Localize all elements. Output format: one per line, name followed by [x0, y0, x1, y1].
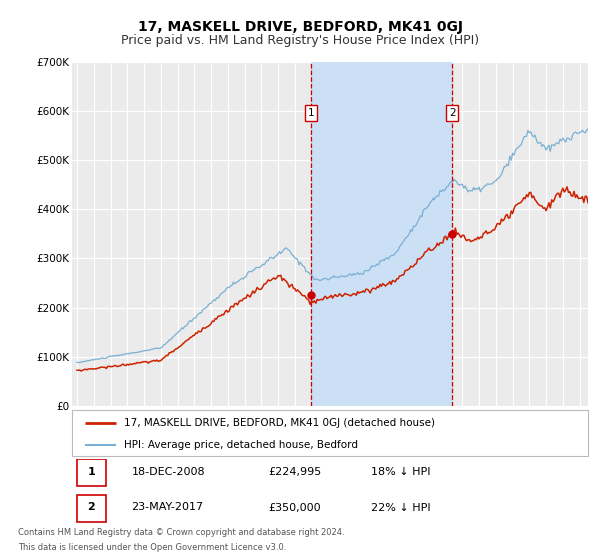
- Text: 2: 2: [449, 108, 455, 118]
- Text: £350,000: £350,000: [268, 502, 321, 512]
- Text: 23-MAY-2017: 23-MAY-2017: [131, 502, 203, 512]
- Text: £224,995: £224,995: [268, 467, 322, 477]
- Text: 1: 1: [88, 467, 95, 477]
- Text: 1: 1: [308, 108, 314, 118]
- Text: Price paid vs. HM Land Registry's House Price Index (HPI): Price paid vs. HM Land Registry's House …: [121, 34, 479, 46]
- Text: 17, MASKELL DRIVE, BEDFORD, MK41 0GJ: 17, MASKELL DRIVE, BEDFORD, MK41 0GJ: [137, 20, 463, 34]
- FancyBboxPatch shape: [77, 459, 106, 486]
- Bar: [311, 62, 452, 406]
- FancyBboxPatch shape: [77, 494, 106, 522]
- FancyBboxPatch shape: [72, 410, 588, 456]
- Text: 22% ↓ HPI: 22% ↓ HPI: [371, 502, 431, 512]
- Text: HPI: Average price, detached house, Bedford: HPI: Average price, detached house, Bedf…: [124, 440, 358, 450]
- Text: Contains HM Land Registry data © Crown copyright and database right 2024.: Contains HM Land Registry data © Crown c…: [18, 528, 344, 537]
- Text: 18% ↓ HPI: 18% ↓ HPI: [371, 467, 431, 477]
- Text: This data is licensed under the Open Government Licence v3.0.: This data is licensed under the Open Gov…: [18, 543, 286, 552]
- Text: 18-DEC-2008: 18-DEC-2008: [131, 467, 205, 477]
- Text: 2: 2: [88, 502, 95, 512]
- Text: 17, MASKELL DRIVE, BEDFORD, MK41 0GJ (detached house): 17, MASKELL DRIVE, BEDFORD, MK41 0GJ (de…: [124, 418, 434, 428]
